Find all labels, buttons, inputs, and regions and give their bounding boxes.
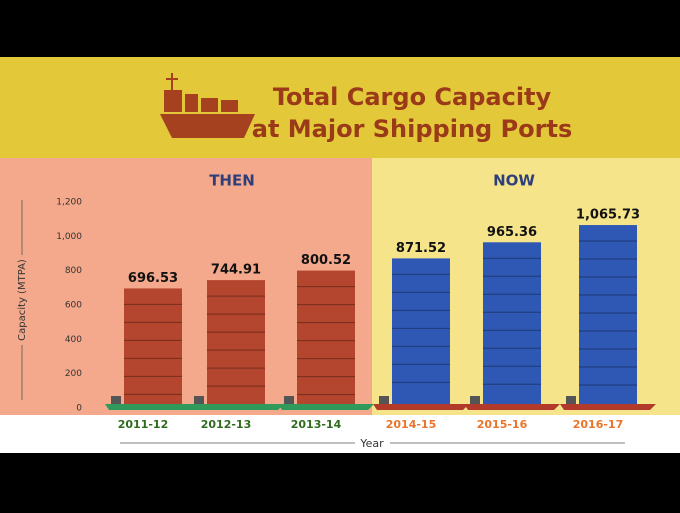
ship [464,396,560,410]
y-axis-label: Capacity (MTPA) [17,259,28,341]
y-tick-label: 600 [65,301,82,311]
ship [278,396,374,410]
y-tick-label: 1,000 [56,232,82,242]
y-tick-label: 0 [76,404,82,414]
ship-cabin [566,396,576,404]
x-tick-label: 2012-13 [201,418,252,431]
x-tick-label: 2014-15 [386,418,437,431]
y-tick-label: 1,200 [56,198,82,208]
value-label: 696.53 [128,271,178,286]
y-tick-label: 400 [65,335,82,345]
value-label: 800.52 [301,253,351,268]
ship [560,396,656,410]
chart-title: at Major Shipping Ports [252,115,572,143]
y-tick-label: 800 [65,266,82,276]
bar [579,225,637,404]
bar [483,242,541,404]
ship-cabin [470,396,480,404]
group-label: NOW [493,172,535,190]
ship-hull [278,404,374,410]
ship-icon [160,73,255,138]
ship [373,396,469,410]
x-axis-band [0,415,680,453]
ship-cabin [379,396,389,404]
ship-hull [464,404,560,410]
group-label: THEN [209,172,255,190]
x-tick-label: 2016-17 [573,418,624,431]
bar [207,280,265,404]
x-tick-label: 2011-12 [118,418,169,431]
value-label: 965.36 [487,225,537,240]
ship-cabin [111,396,121,404]
ship-hull [560,404,656,410]
ship [188,396,284,410]
ship-hull [105,404,201,410]
ship-cabin [194,396,204,404]
chart-title: Total Cargo Capacity [273,83,552,111]
ship [105,396,201,410]
value-label: 871.52 [396,241,446,256]
value-label: 744.91 [211,263,261,278]
ship-hull [188,404,284,410]
header-band [0,57,680,158]
value-label: 1,065.73 [576,208,640,223]
ship-cabin [284,396,294,404]
bar [124,288,182,404]
x-tick-label: 2013-14 [291,418,342,431]
x-tick-label: 2015-16 [477,418,528,431]
ship-hull [373,404,469,410]
bar [392,258,450,404]
bar [297,270,355,404]
x-axis-label: Year [359,437,384,450]
y-tick-label: 200 [65,369,82,379]
